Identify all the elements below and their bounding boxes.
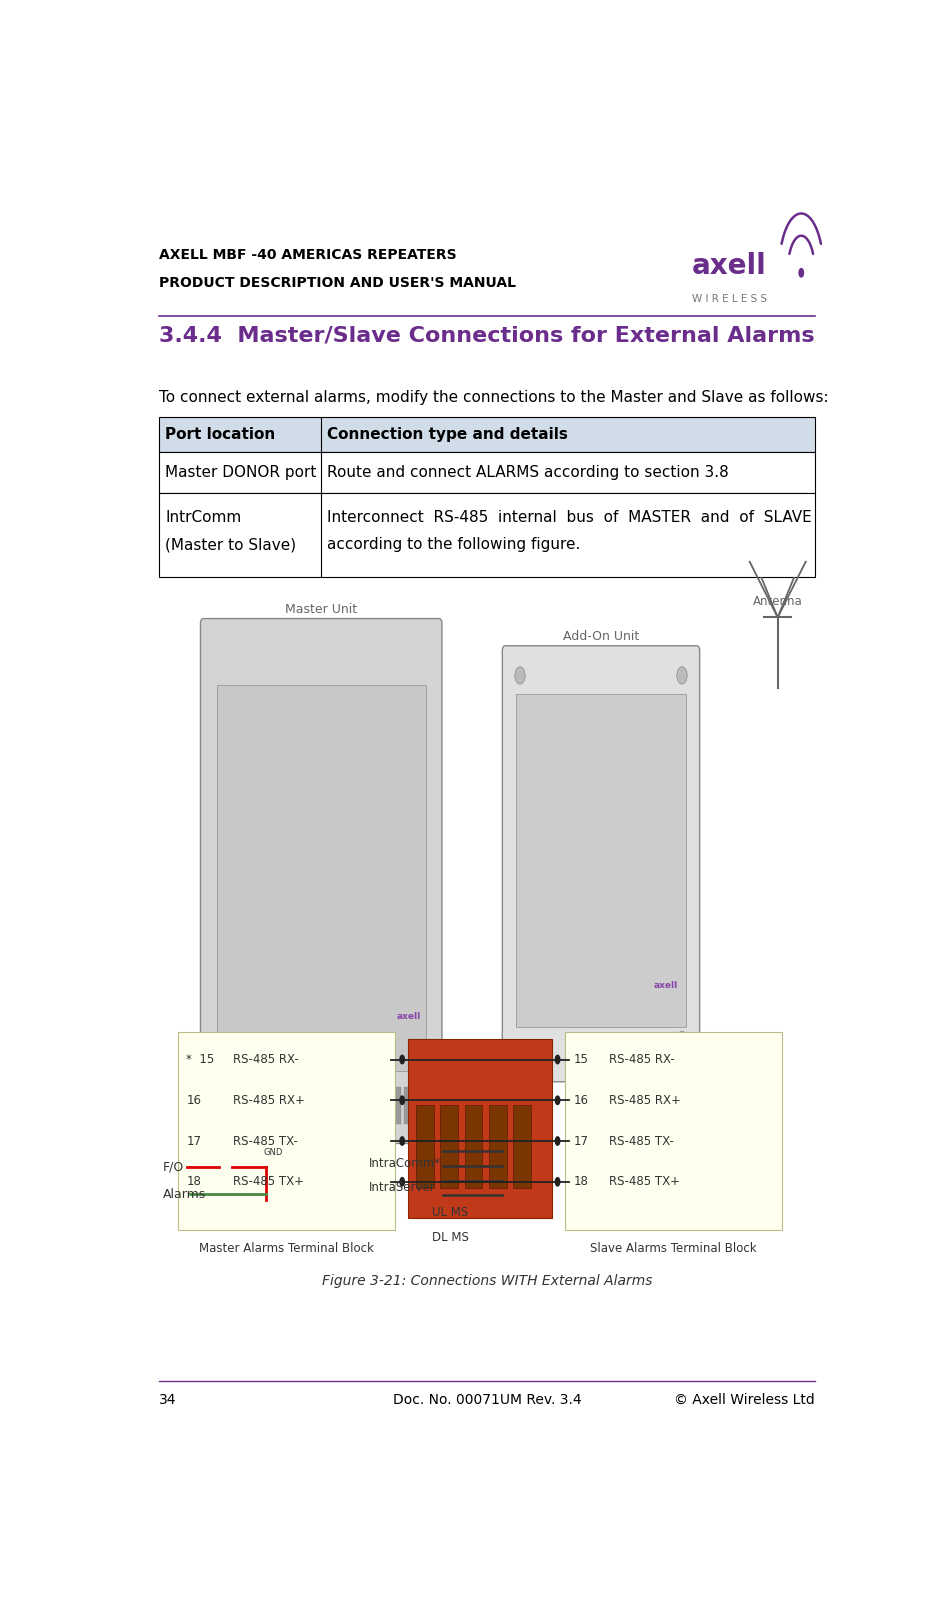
FancyBboxPatch shape [489, 1105, 506, 1189]
Text: Master Alarms Terminal Block: Master Alarms Terminal Block [199, 1243, 373, 1256]
Text: Interconnect  RS-485  internal  bus  of  MASTER  and  of  SLAVE: Interconnect RS-485 internal bus of MAST… [327, 510, 812, 525]
Text: RS-485 TX+: RS-485 TX+ [609, 1176, 680, 1189]
FancyBboxPatch shape [200, 619, 442, 1144]
FancyBboxPatch shape [302, 1086, 312, 1124]
Text: AXELL MBF -40 AMERICAS REPEATERS: AXELL MBF -40 AMERICAS REPEATERS [160, 249, 457, 261]
Circle shape [676, 1031, 687, 1049]
Text: RS-485 TX-: RS-485 TX- [609, 1134, 674, 1147]
Text: Connection type and details: Connection type and details [327, 427, 568, 443]
Text: RS-485 RX-: RS-485 RX- [609, 1052, 674, 1067]
Circle shape [555, 1177, 560, 1187]
Circle shape [676, 667, 687, 683]
FancyBboxPatch shape [431, 1161, 443, 1173]
Text: Antenna: Antenna [752, 595, 803, 608]
Text: Add-On Unit: Add-On Unit [562, 630, 639, 643]
Text: Port location: Port location [165, 427, 276, 443]
Text: *  15: * 15 [186, 1052, 215, 1067]
FancyBboxPatch shape [366, 1086, 375, 1124]
Text: To connect external alarms, modify the connections to the Master and Slave as fo: To connect external alarms, modify the c… [160, 390, 828, 406]
Text: IntraComm*: IntraComm* [369, 1156, 441, 1169]
Text: 17: 17 [574, 1134, 589, 1147]
Text: Master Unit: Master Unit [285, 603, 357, 616]
FancyBboxPatch shape [517, 695, 686, 1028]
Circle shape [798, 268, 805, 277]
FancyBboxPatch shape [513, 1105, 531, 1189]
Text: axell: axell [654, 982, 678, 990]
Circle shape [399, 1177, 405, 1187]
FancyBboxPatch shape [391, 1086, 401, 1124]
Text: DL MS: DL MS [431, 1230, 468, 1243]
Text: IntrComm: IntrComm [165, 510, 241, 525]
FancyBboxPatch shape [408, 1038, 552, 1217]
FancyBboxPatch shape [289, 1086, 298, 1124]
Circle shape [555, 1054, 560, 1065]
Text: axell: axell [692, 252, 767, 279]
FancyBboxPatch shape [431, 1176, 443, 1189]
Circle shape [227, 1054, 236, 1068]
Text: 34: 34 [160, 1392, 177, 1407]
FancyBboxPatch shape [417, 1086, 427, 1124]
Text: UL MS: UL MS [432, 1206, 468, 1219]
FancyBboxPatch shape [404, 1086, 413, 1124]
FancyBboxPatch shape [263, 1086, 273, 1124]
Circle shape [216, 1054, 224, 1068]
FancyBboxPatch shape [503, 646, 699, 1081]
FancyBboxPatch shape [217, 685, 426, 1070]
Text: Route and connect ALARMS according to section 3.8: Route and connect ALARMS according to se… [327, 465, 729, 480]
FancyBboxPatch shape [160, 452, 814, 492]
Text: 17: 17 [186, 1134, 201, 1147]
Text: Doc. No. 00071UM Rev. 3.4: Doc. No. 00071UM Rev. 3.4 [392, 1392, 581, 1407]
FancyBboxPatch shape [251, 1086, 260, 1124]
Text: RS-485 RX-: RS-485 RX- [233, 1052, 298, 1067]
Text: Figure 3-21: Connections WITH External Alarms: Figure 3-21: Connections WITH External A… [322, 1274, 652, 1288]
Text: 18: 18 [574, 1176, 589, 1189]
Circle shape [399, 1136, 405, 1145]
FancyBboxPatch shape [276, 1086, 286, 1124]
Circle shape [399, 1096, 405, 1105]
Text: 16: 16 [574, 1094, 589, 1107]
Text: RS-485 RX+: RS-485 RX+ [609, 1094, 681, 1107]
Text: RS-485 TX+: RS-485 TX+ [233, 1176, 304, 1189]
FancyBboxPatch shape [160, 492, 814, 576]
Text: Master DONOR port: Master DONOR port [165, 465, 316, 480]
Text: GND: GND [264, 1148, 283, 1158]
Text: Alarms: Alarms [163, 1187, 206, 1201]
Text: W I R E L E S S: W I R E L E S S [692, 294, 767, 303]
Text: axell: axell [396, 1012, 421, 1022]
Text: RS-485 RX+: RS-485 RX+ [233, 1094, 305, 1107]
FancyBboxPatch shape [378, 1086, 388, 1124]
FancyBboxPatch shape [340, 1086, 350, 1124]
Circle shape [515, 667, 525, 683]
Text: (Master to Slave): (Master to Slave) [165, 537, 296, 552]
FancyBboxPatch shape [225, 1086, 235, 1124]
FancyBboxPatch shape [431, 1145, 443, 1158]
Text: 18: 18 [186, 1176, 201, 1189]
Circle shape [555, 1096, 560, 1105]
Text: © Axell Wireless Ltd: © Axell Wireless Ltd [674, 1392, 814, 1407]
Text: F/O: F/O [163, 1160, 184, 1174]
Text: Slave Alarms Terminal Block: Slave Alarms Terminal Block [590, 1243, 757, 1256]
FancyBboxPatch shape [238, 1086, 247, 1124]
Text: PRODUCT DESCRIPTION AND USER'S MANUAL: PRODUCT DESCRIPTION AND USER'S MANUAL [160, 276, 516, 290]
Circle shape [399, 1054, 405, 1065]
Text: according to the following figure.: according to the following figure. [327, 537, 580, 552]
Text: RS-485 TX-: RS-485 TX- [233, 1134, 297, 1147]
FancyBboxPatch shape [160, 417, 814, 452]
Text: 15: 15 [574, 1052, 589, 1067]
FancyBboxPatch shape [327, 1086, 337, 1124]
FancyBboxPatch shape [565, 1033, 782, 1230]
FancyBboxPatch shape [212, 1086, 222, 1124]
Text: 16: 16 [186, 1094, 201, 1107]
FancyBboxPatch shape [178, 1033, 395, 1230]
FancyBboxPatch shape [416, 1105, 434, 1189]
Circle shape [555, 1136, 560, 1145]
Text: IntraServer: IntraServer [369, 1182, 436, 1195]
Text: 3.4.4  Master/Slave Connections for External Alarms: 3.4.4 Master/Slave Connections for Exter… [160, 326, 815, 346]
FancyBboxPatch shape [314, 1086, 324, 1124]
FancyBboxPatch shape [465, 1105, 483, 1189]
FancyBboxPatch shape [431, 1190, 443, 1203]
FancyBboxPatch shape [441, 1105, 458, 1189]
FancyBboxPatch shape [352, 1086, 362, 1124]
Circle shape [218, 1156, 232, 1177]
